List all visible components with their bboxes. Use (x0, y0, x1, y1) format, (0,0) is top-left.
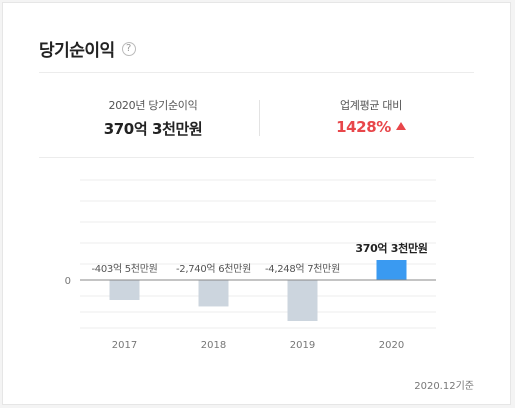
header-divider (39, 72, 474, 73)
x-tick-label-2020: 2020 (379, 340, 404, 351)
bar-2019 (287, 280, 318, 321)
bar-2017 (109, 280, 140, 300)
help-icon[interactable]: ? (121, 41, 136, 56)
x-tick-label-2018: 2018 (201, 340, 226, 351)
summary-divider (259, 100, 260, 136)
current-net-income-value: 370억 3천만원 (103, 120, 203, 138)
current-net-income-label: 2020년 당기순이익 (108, 99, 198, 112)
card-header: 당기순이익 ? (39, 36, 136, 61)
x-tick-label-2017: 2017 (112, 340, 137, 351)
industry-comparison: 업계평균 대비 1428% (271, 97, 471, 136)
bar-2020 (376, 260, 407, 280)
industry-comparison-value: 1428% (336, 118, 391, 136)
bar-2018 (198, 280, 229, 307)
data-label-2017: -403억 5천만원 (91, 263, 157, 275)
card-title: 당기순이익 (39, 41, 115, 61)
industry-comparison-label: 업계평균 대비 (339, 99, 403, 112)
data-label-2020: 370억 3천만원 (355, 241, 427, 255)
current-net-income: 2020년 당기순이익 370억 3천만원 (53, 97, 253, 139)
summary-bottom-divider (39, 157, 474, 158)
data-label-2019: -4,248억 7천만원 (265, 263, 340, 275)
x-tick-label-2019: 2019 (290, 340, 315, 351)
industry-comparison-value-row: 1428% (271, 118, 471, 136)
net-income-card: 당기순이익 ? 2020년 당기순이익 370억 3천만원 업계평균 대비 14… (2, 2, 511, 405)
data-basis-note: 2020.12기준 (414, 381, 474, 392)
data-label-2018: -2,740억 6천만원 (176, 263, 251, 275)
y-tick-label: 0 (65, 276, 71, 287)
triangle-up-icon (395, 122, 406, 130)
